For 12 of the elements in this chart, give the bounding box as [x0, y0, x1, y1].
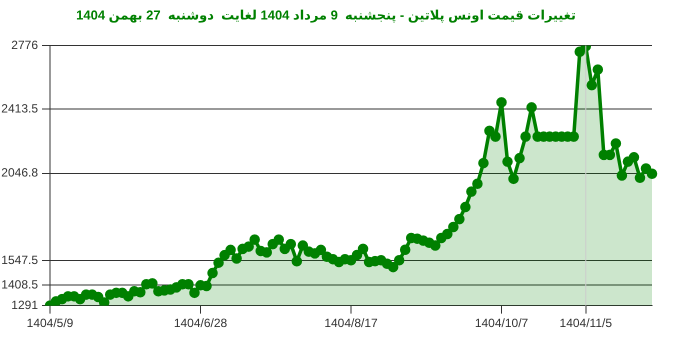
- y-tick-label: 2776: [11, 38, 38, 52]
- x-tick-label: 1404/11/5: [560, 316, 612, 330]
- y-tick-label: 1408.5: [1, 277, 38, 292]
- y-tick-label: 1291: [11, 298, 38, 312]
- x-tick-label: 1404/5/9: [26, 316, 74, 330]
- y-tick-label: 1547.5: [1, 253, 38, 268]
- x-tick-label: 1404/10/7: [474, 316, 529, 330]
- y-tick-label: 2046.8: [1, 166, 38, 180]
- x-tick-label: 1404/8/17: [324, 316, 378, 330]
- y-tick-label: 2413.5: [1, 101, 38, 116]
- x-tick-label: 1404/6/28: [174, 316, 228, 330]
- chart-title: تغییرات قیمت اونس پلاتین - پنجشنبه 9 مرداد 1404 لغایت دوشنبه 27 بهمن 1404: [76, 7, 576, 24]
